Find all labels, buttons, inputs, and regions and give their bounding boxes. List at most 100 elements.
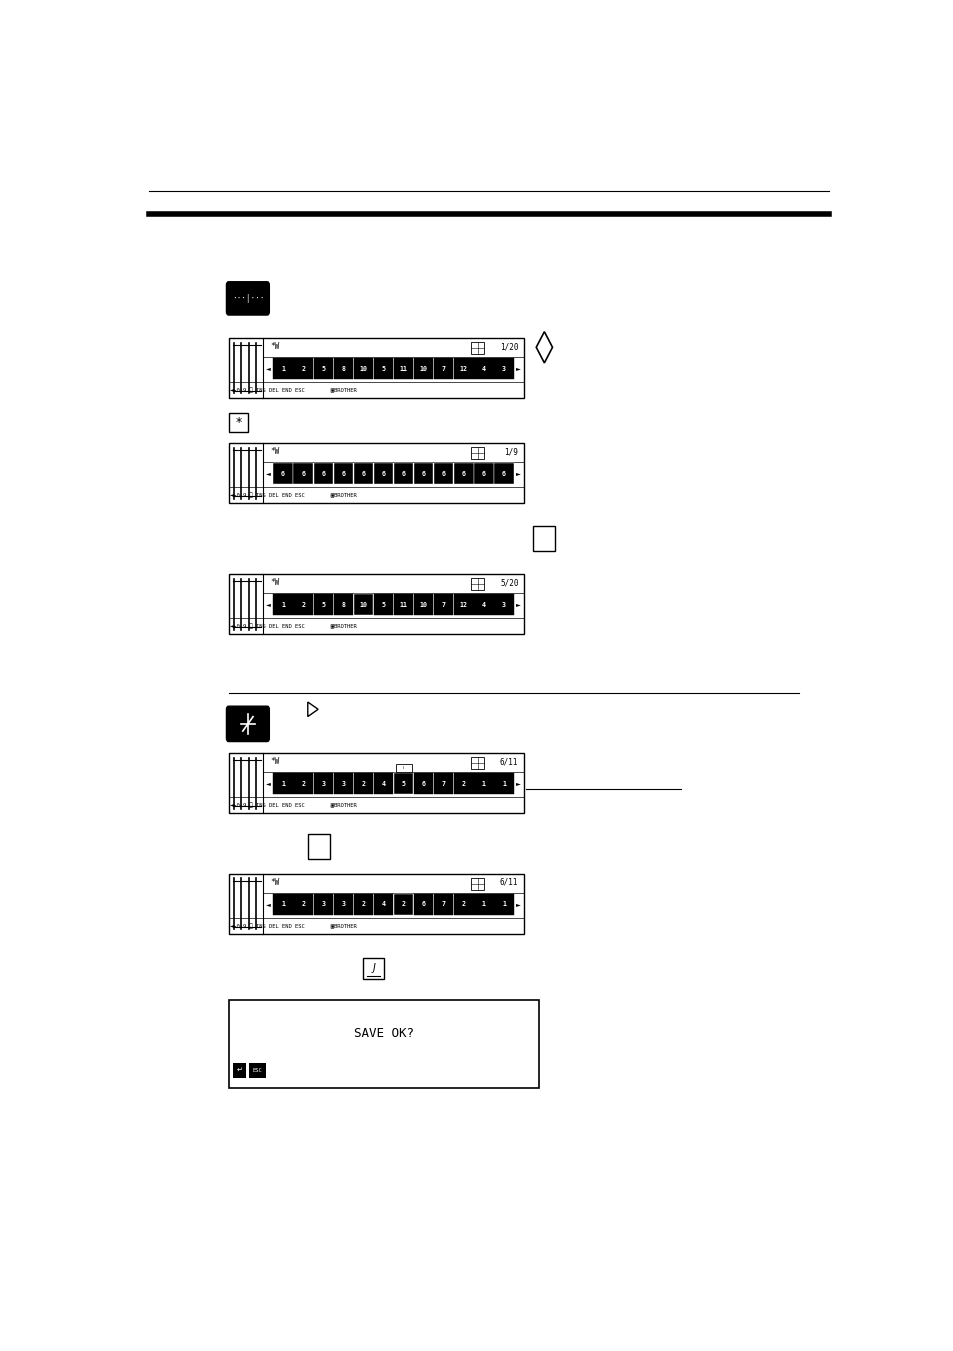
Text: 2: 2: [461, 901, 465, 908]
Bar: [434, 358, 453, 380]
Text: ESC: ESC: [253, 1067, 262, 1073]
Text: 5: 5: [381, 366, 385, 372]
Bar: [494, 773, 513, 794]
Text: 1: 1: [501, 781, 505, 786]
Text: 6: 6: [341, 470, 345, 477]
Bar: [233, 1063, 246, 1078]
Bar: [229, 338, 524, 399]
Bar: [454, 894, 473, 915]
Text: 6/11: 6/11: [499, 757, 518, 766]
Bar: [374, 894, 393, 915]
Bar: [363, 958, 383, 978]
Bar: [434, 594, 453, 615]
Text: 6: 6: [321, 470, 325, 477]
Text: 2: 2: [301, 781, 305, 786]
Text: 8: 8: [341, 601, 345, 608]
Text: 10: 10: [419, 366, 427, 372]
Text: 6: 6: [381, 470, 385, 477]
Bar: [334, 773, 353, 794]
Text: 3: 3: [501, 601, 505, 608]
Text: 1: 1: [481, 781, 485, 786]
Bar: [294, 358, 313, 380]
Bar: [471, 342, 484, 354]
Bar: [454, 463, 473, 484]
Text: 11: 11: [399, 601, 407, 608]
Text: 11: 11: [399, 366, 407, 372]
Text: 2: 2: [401, 901, 405, 908]
Bar: [471, 878, 484, 890]
Text: 7: 7: [441, 366, 445, 372]
Bar: [414, 773, 433, 794]
Bar: [314, 894, 333, 915]
Text: ◄: ◄: [265, 902, 270, 907]
Bar: [471, 757, 484, 770]
Bar: [414, 358, 433, 380]
Text: 2: 2: [461, 781, 465, 786]
Text: 2: 2: [361, 901, 365, 908]
Text: 4: 4: [381, 901, 385, 908]
Text: ◄: ◄: [265, 781, 270, 786]
Bar: [494, 894, 513, 915]
Text: 5: 5: [401, 781, 405, 786]
Text: 1/20: 1/20: [499, 342, 518, 351]
Bar: [229, 1000, 538, 1088]
Bar: [229, 413, 248, 431]
Bar: [454, 358, 473, 380]
Bar: [229, 753, 524, 813]
Text: ◄: ◄: [265, 603, 270, 608]
Bar: [474, 358, 493, 380]
Bar: [274, 463, 293, 484]
Bar: [394, 358, 413, 380]
Text: ►: ►: [515, 603, 519, 608]
Text: ►: ►: [515, 366, 519, 372]
Text: 1: 1: [281, 601, 285, 608]
Text: 6: 6: [421, 901, 425, 908]
Text: 5/20: 5/20: [499, 578, 518, 588]
Text: 2: 2: [301, 601, 305, 608]
Bar: [274, 594, 293, 615]
Bar: [334, 358, 353, 380]
Text: ◄►0-9 ※ INS DEL END ESC        ▣BROTHER: ◄►0-9 ※ INS DEL END ESC ▣BROTHER: [230, 493, 356, 499]
Bar: [354, 463, 373, 484]
Bar: [471, 447, 484, 459]
Text: 3: 3: [341, 781, 345, 786]
Text: 1/9: 1/9: [504, 447, 518, 457]
Text: 3: 3: [501, 366, 505, 372]
Bar: [394, 463, 413, 484]
Text: 6: 6: [301, 470, 305, 477]
FancyBboxPatch shape: [226, 282, 269, 315]
Bar: [314, 463, 333, 484]
Text: 6: 6: [481, 470, 485, 477]
Bar: [395, 765, 411, 771]
Text: *: *: [234, 416, 241, 428]
Bar: [354, 594, 373, 615]
Text: 4: 4: [481, 366, 485, 372]
Text: ►: ►: [515, 902, 519, 907]
Text: 3: 3: [321, 781, 325, 786]
Text: 1: 1: [281, 781, 285, 786]
Bar: [354, 894, 373, 915]
Text: ◄►0-9 ※ INS DEL END ESC        ▣BROTHER: ◄►0-9 ※ INS DEL END ESC ▣BROTHER: [230, 802, 356, 808]
Bar: [249, 1063, 265, 1078]
Text: 3: 3: [341, 901, 345, 908]
Bar: [494, 358, 513, 380]
Bar: [533, 526, 555, 551]
Text: 1: 1: [281, 901, 285, 908]
Text: 8: 8: [341, 366, 345, 372]
Bar: [414, 894, 433, 915]
Text: 3: 3: [321, 901, 325, 908]
Bar: [229, 443, 524, 504]
Text: ►: ►: [515, 781, 519, 786]
Bar: [471, 578, 484, 590]
Text: 6: 6: [281, 470, 285, 477]
Bar: [314, 594, 333, 615]
Bar: [274, 894, 293, 915]
Bar: [374, 463, 393, 484]
Text: *W: *W: [270, 447, 279, 457]
Bar: [314, 358, 333, 380]
Bar: [494, 594, 513, 615]
Text: 5: 5: [321, 601, 325, 608]
Bar: [308, 834, 330, 859]
Bar: [434, 463, 453, 484]
Bar: [374, 594, 393, 615]
